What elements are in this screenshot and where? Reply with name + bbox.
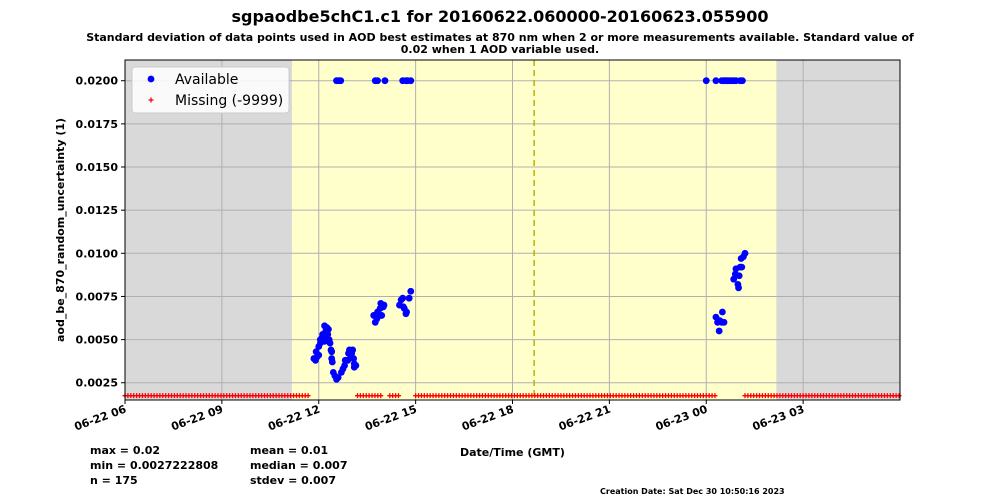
available-point: [405, 294, 413, 302]
stat-max: max = 0.02: [90, 444, 160, 457]
available-point: [325, 325, 332, 333]
y-tick-label: 0.0100: [76, 247, 119, 260]
available-point: [350, 355, 358, 362]
y-tick-label: 0.0150: [76, 161, 119, 174]
x-tick-label: 06-23 00: [654, 402, 710, 433]
legend-missing-label: Missing (-9999): [175, 93, 283, 109]
available-point: [337, 77, 345, 85]
x-tick-label: 06-22 15: [363, 403, 418, 434]
legend-available-marker: [147, 75, 155, 83]
missing-point: [712, 393, 718, 399]
stat-min: min = 0.0027222808: [90, 459, 219, 472]
available-point: [381, 77, 389, 85]
x-tick-label: 06-22 21: [557, 403, 612, 434]
available-point: [349, 346, 357, 354]
plot-frame: [124, 59, 901, 401]
stat-median: median = 0.007: [250, 459, 348, 472]
y-axis-label: aod_be_870_random_uncertainty (1): [54, 118, 67, 342]
available-point: [312, 348, 320, 356]
available-point: [341, 362, 348, 369]
y-tick-label: 0.0050: [76, 334, 119, 347]
x-axis-label: Date/Time (GMT): [460, 446, 565, 459]
available-point: [720, 318, 728, 326]
available-point: [738, 263, 746, 271]
available-point: [735, 272, 743, 280]
creation-date: Creation Date: Sat Dec 30 10:50:16 2023: [600, 487, 785, 496]
y-tick-label: 0.0125: [76, 204, 118, 217]
available-point: [735, 284, 742, 292]
available-point: [380, 301, 388, 309]
available-point: [712, 77, 720, 85]
y-tick-label: 0.0175: [76, 118, 118, 131]
chart-subtitle-line-2: 0.02 when 1 AOD variable used.: [400, 43, 600, 56]
legend-box: [131, 66, 290, 114]
available-point: [718, 308, 726, 316]
y-tick-label: 0.0075: [76, 290, 118, 303]
available-point: [352, 362, 360, 369]
available-point: [739, 77, 746, 85]
stat-n: n = 175: [90, 474, 138, 487]
x-tick-label: 06-23 03: [751, 403, 806, 434]
legend-missing-marker: [148, 97, 154, 103]
available-point: [328, 348, 336, 356]
chart-title: sgpaodbe5chC1.c1 for 20160622.060000-201…: [231, 7, 769, 26]
available-point: [715, 327, 723, 335]
available-point: [399, 294, 407, 302]
available-point: [324, 331, 332, 338]
available-point: [334, 374, 342, 381]
available-point: [378, 312, 386, 319]
available-point: [407, 287, 415, 295]
missing-point: [396, 393, 402, 399]
x-tick-label: 06-22 06: [73, 402, 129, 433]
chart-subtitle-line-1: Standard deviation of data points used i…: [86, 31, 914, 44]
missing-point: [378, 393, 384, 399]
available-point: [407, 77, 415, 85]
available-point: [326, 339, 334, 347]
x-tick-label: 06-22 12: [266, 403, 321, 434]
available-point: [328, 358, 336, 366]
x-tick-label: 06-22 09: [169, 403, 224, 434]
y-tick-label: 0.0200: [76, 75, 119, 88]
available-point: [741, 249, 749, 257]
available-point: [403, 308, 410, 316]
stat-stdev: stdev = 0.007: [250, 474, 336, 487]
available-point: [374, 77, 381, 85]
x-tick-label: 06-22 18: [460, 403, 515, 434]
y-tick-label: 0.0025: [76, 377, 118, 390]
legend-available-label: Available: [175, 72, 238, 88]
missing-point: [305, 393, 311, 399]
stat-mean: mean = 0.01: [250, 444, 329, 457]
missing-point: [896, 393, 902, 399]
available-point: [730, 275, 738, 283]
available-point: [702, 77, 710, 85]
